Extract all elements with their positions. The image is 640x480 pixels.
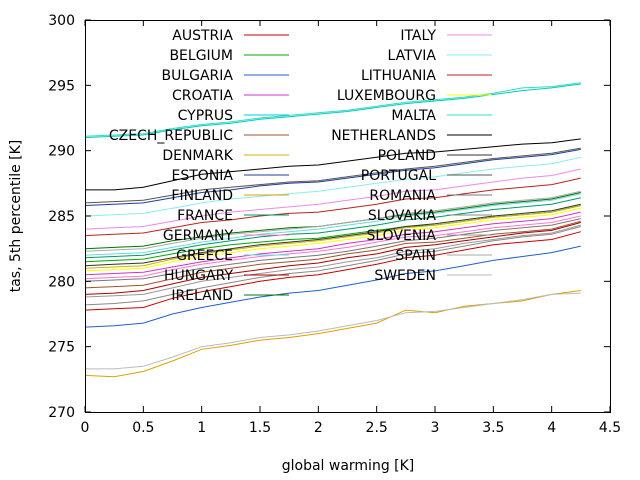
y-tick-label: 285 — [48, 209, 75, 225]
legend-label: CROATIA — [172, 88, 233, 104]
series-line-finland — [84, 290, 581, 378]
x-tick-label: 4.5 — [599, 420, 621, 436]
series-line-denmark — [84, 205, 581, 269]
series-line-slovenia — [84, 224, 581, 298]
legend-label: FRANCE — [177, 208, 233, 224]
series-line-poland — [84, 203, 581, 267]
legend-label: AUSTRIA — [172, 28, 233, 44]
y-tick-label: 280 — [48, 274, 75, 290]
series-line-slovakia — [84, 226, 581, 306]
series-line-estonia — [84, 148, 581, 206]
legend-label: LATVIA — [388, 48, 437, 64]
ticks-layer: 0 0.5 1 1.5 2 2.5 3 3.5 4 4.5 270 275 280 285 290 295 30… — [48, 13, 621, 436]
x-tick-label: 2 — [314, 420, 323, 436]
series-line-ireland — [84, 192, 581, 250]
y-tick-label: 290 — [48, 144, 75, 160]
legend-label: MALTA — [391, 108, 436, 124]
x-tick-label: 1 — [197, 420, 206, 436]
legend-label: GERMANY — [163, 228, 234, 244]
series-line-greece — [84, 193, 581, 256]
legend-label: LITHUANIA — [361, 68, 436, 84]
series-line-romania — [84, 218, 581, 282]
y-axis-label: tas, 5th percentile [K] — [8, 140, 24, 293]
legend-label: DENMARK — [162, 148, 233, 164]
series-line-france — [84, 197, 581, 259]
series-line-germany — [84, 215, 581, 280]
x-tick-label: 1.5 — [249, 420, 271, 436]
y-tick-label: 300 — [48, 13, 75, 29]
legend-label: ROMANIA — [369, 188, 436, 204]
series-line-spain — [84, 190, 581, 252]
legend-label: CZECH_REPUBLIC — [109, 128, 233, 144]
legend-label: ITALY — [400, 28, 436, 44]
x-tick-label: 0 — [81, 420, 90, 436]
series-line-sweden — [85, 292, 581, 370]
series-line-latvia — [84, 156, 581, 217]
legend-label: BELGIUM — [169, 48, 233, 64]
legend-label: ESTONIA — [172, 168, 234, 184]
x-tick-label: 2.5 — [366, 420, 388, 436]
x-tick-label: 4 — [547, 420, 556, 436]
legend-label: SWEDEN — [374, 268, 436, 284]
legend-label: NETHERLANDS — [331, 128, 436, 144]
y-tick-label: 295 — [48, 78, 75, 94]
series-line-portugal — [84, 147, 581, 204]
legend-label: CYPRUS — [178, 108, 233, 124]
legend-label: BULGARIA — [161, 68, 233, 84]
x-axis-label: global warming [K] — [282, 458, 415, 474]
legend-label: POLAND — [378, 148, 436, 164]
legend: AUSTRIA BELGIUM BULGARIA CROATIA CYPRUS CZECH… — [109, 28, 492, 304]
series-line-bulgaria — [84, 245, 581, 328]
series-line-croatia — [84, 211, 581, 276]
legend-label: SLOVAKIA — [368, 208, 437, 224]
x-tick-label: 0.5 — [132, 420, 154, 436]
series-line-italy — [84, 168, 581, 230]
series-line-netherlands — [85, 138, 581, 191]
legend-label: SLOVENIA — [366, 228, 436, 244]
series-line-luxembourg — [84, 207, 581, 272]
x-tick-label: 3.5 — [482, 420, 504, 436]
series-layer — [84, 82, 581, 378]
series-line-austria — [84, 231, 581, 311]
legend-label: GREECE — [176, 248, 233, 264]
legend-label: HUNGARY — [164, 268, 234, 284]
series-line-hungary — [84, 222, 581, 295]
legend-label: LUXEMBOURG — [337, 88, 436, 104]
legend-label: SPAIN — [395, 248, 436, 264]
series-line-czech-republic — [84, 220, 581, 289]
legend-label: PORTUGAL — [361, 168, 436, 184]
y-tick-label: 270 — [48, 405, 75, 421]
legend-label: IRELAND — [171, 288, 233, 304]
series-line-malta — [84, 82, 581, 137]
series-line-cyprus — [84, 83, 581, 139]
y-tick-label: 275 — [48, 340, 75, 356]
x-tick-label: 3 — [431, 420, 440, 436]
legend-label: FINLAND — [171, 188, 233, 204]
series-line-lithuania — [84, 177, 581, 237]
